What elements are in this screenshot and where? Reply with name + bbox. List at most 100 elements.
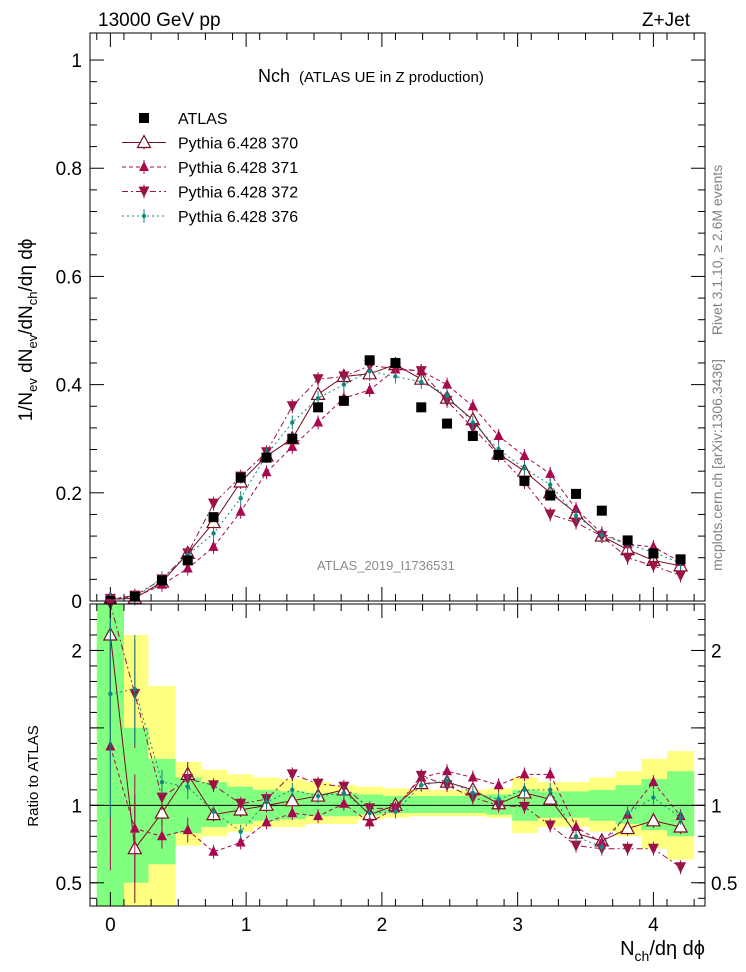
series-2-point xyxy=(571,503,582,514)
legend-label: Pythia 6.428 371 xyxy=(178,160,298,177)
series-4-point xyxy=(238,496,243,501)
ratio-series-3-point xyxy=(238,829,243,834)
ratio-series-1-point xyxy=(313,810,324,821)
ratio-series-1-point xyxy=(129,822,140,833)
xlabel-sub-a: ch xyxy=(635,948,650,964)
legend-atlas-icon xyxy=(139,113,149,123)
rivet-label-b: ≥ 2.6M events xyxy=(709,165,725,253)
rivet-label-a: Rivet 3.1.10, xyxy=(709,253,725,336)
legend-marker xyxy=(139,161,149,171)
ratio-series-3-point xyxy=(522,787,527,793)
series-4-point xyxy=(290,420,295,425)
legend-label: Pythia 6.428 370 xyxy=(178,136,298,153)
ylabel-sub-b: ev xyxy=(25,334,40,348)
main-ytick-label: 0.6 xyxy=(56,267,82,288)
atlas-point xyxy=(416,402,427,413)
main-ytick-label: 0.8 xyxy=(56,159,82,180)
main-series xyxy=(102,355,689,607)
series-2-point xyxy=(313,416,324,427)
ratio-series-2-point xyxy=(622,843,634,855)
ratio-series-3 xyxy=(108,604,683,855)
series-2-point xyxy=(545,467,556,478)
series-3-point xyxy=(415,366,427,378)
ratio-ytick-label-right: 2 xyxy=(711,641,722,662)
ratio-series-1-point xyxy=(208,845,219,856)
ratio-series-1-point xyxy=(571,821,582,832)
ratio-series-0-point xyxy=(645,812,661,827)
series-3-point xyxy=(675,570,687,582)
series-4-point xyxy=(419,379,424,385)
ratio-series-1-point xyxy=(467,771,478,782)
ratio-series-3-point xyxy=(132,686,138,692)
atlas-point xyxy=(208,512,219,523)
ratio-series-2-point xyxy=(312,778,324,790)
series-2-point xyxy=(442,378,453,389)
series-3-point xyxy=(544,509,556,521)
ratio-series-1-point xyxy=(156,830,167,841)
watermark: ATLAS_2019_I1736531 xyxy=(317,558,455,573)
series-2-point xyxy=(493,430,504,441)
ratio-xtick-label: 2 xyxy=(377,915,388,936)
ratio-series-1-point xyxy=(287,807,298,818)
atlas-point xyxy=(545,490,556,501)
series-4-point xyxy=(315,395,321,401)
ratio-series-0-point xyxy=(284,792,300,807)
ratio-series-3-point xyxy=(548,787,553,793)
ratio-series-3-point xyxy=(264,800,269,805)
ratio-series-0-point xyxy=(673,818,689,833)
atlas-point xyxy=(182,555,193,566)
ratio-series-1-point xyxy=(519,768,530,779)
legend-label: ATLAS xyxy=(178,111,228,128)
atlas-point xyxy=(622,535,633,546)
series-4-point xyxy=(470,420,476,425)
ratio-series-3-point xyxy=(108,691,113,697)
atlas-point xyxy=(287,433,298,444)
ylabel-part-a: 1/N xyxy=(16,392,37,422)
ylabel-sub-c: ch xyxy=(25,291,40,305)
legend-entry: ATLAS xyxy=(139,111,228,128)
ratio-series-3-point xyxy=(315,793,321,799)
series-3-point xyxy=(208,498,220,510)
main-panel: 0 0.2 0.4 0.6 0.8 1 Nch (ATLAS UE in Z produc… xyxy=(56,32,706,613)
ratio-series-1-point xyxy=(648,776,659,787)
series-2-line xyxy=(110,368,681,600)
atlas-point xyxy=(648,548,659,559)
atlas-point xyxy=(261,452,272,463)
legend-label: Pythia 6.428 372 xyxy=(178,185,298,202)
mcplots-label: mcplots.cern.ch [arXiv:1306.3436] xyxy=(709,359,725,571)
ratio-series-3-point xyxy=(678,815,683,820)
ratio-series-2-point xyxy=(156,792,168,804)
series-4-point xyxy=(548,482,553,487)
main-title: Nch (ATLAS UE in Z production) xyxy=(258,66,484,86)
xlabel-part-a: N xyxy=(620,938,634,960)
legend-entry: Pythia 6.428 372 xyxy=(122,184,298,202)
ratio-xtick-label: 4 xyxy=(648,915,659,936)
series-2-point xyxy=(261,466,272,477)
atlas-point xyxy=(390,357,401,368)
atlas-point xyxy=(442,418,453,429)
ylabel-part-c: /dN xyxy=(16,305,37,335)
ratio-series-0 xyxy=(102,604,689,903)
ratio-series-1-point xyxy=(364,816,375,827)
ratio-series-1-point xyxy=(235,836,246,847)
series-2-point xyxy=(208,540,219,551)
atlas-point xyxy=(571,488,582,499)
atlas-point xyxy=(156,575,167,586)
ratio-ytick-label: 0.5 xyxy=(56,874,82,895)
ratio-series-3-point xyxy=(393,809,398,814)
legend: ATLAS Pythia 6.428 370 Pythia 6.428 371 Pyt… xyxy=(122,111,298,226)
ratio-x-axis: 0 1 2 3 4 xyxy=(96,604,695,936)
series-2-point xyxy=(287,440,298,451)
ratio-series-2-point xyxy=(570,840,582,852)
ratio-series-3-point xyxy=(290,787,295,793)
atlas-point xyxy=(675,554,686,565)
legend-entry: Pythia 6.428 371 xyxy=(122,160,298,177)
rivet-label: Rivet 3.1.10, ≥ 2.6M events xyxy=(709,165,725,335)
series-2-point xyxy=(182,562,193,573)
header-left: 13000 GeV pp xyxy=(98,10,221,31)
y-axis-title-main: 1/Nev dNev/dNch/dη dϕ xyxy=(16,239,40,422)
atlas-point xyxy=(519,475,530,486)
series-3-point xyxy=(338,371,350,383)
ylabel-part-b: dN xyxy=(16,349,37,379)
